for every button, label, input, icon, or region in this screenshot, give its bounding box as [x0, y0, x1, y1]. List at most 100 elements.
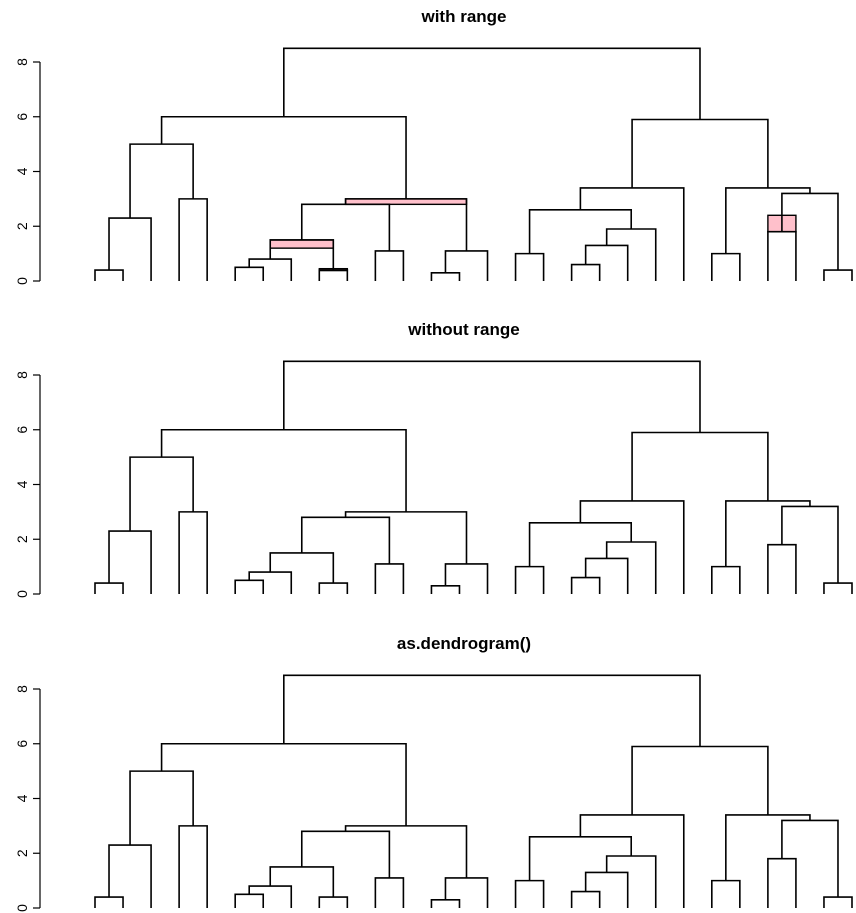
- dendrogram-branch: [725, 187, 811, 254]
- y-tick-label: 2: [14, 849, 30, 857]
- y-tick-label: 0: [14, 590, 30, 598]
- y-tick-label: 0: [14, 277, 30, 285]
- dendrogram-branch: [269, 239, 335, 271]
- dendrogram-branch: [584, 244, 629, 281]
- dendrogram-branch: [283, 674, 701, 747]
- dendrogram-branch: [444, 250, 489, 281]
- dendrogram-branch: [374, 563, 405, 594]
- dendrogram-branch: [514, 565, 545, 594]
- dendrogram-branch: [248, 258, 293, 281]
- dendrogram-panel-2: without range 0 2 4 6 8: [14, 320, 853, 598]
- dendrogram-branch: [94, 896, 124, 908]
- dendrogram-branch: [160, 428, 407, 512]
- dendrogram-branch: [605, 228, 657, 281]
- y-tick-label: 0: [14, 904, 30, 912]
- chart-title: with range: [420, 7, 506, 26]
- dendrogram-branch: [160, 115, 407, 199]
- dendrogram-branch: [129, 143, 194, 219]
- dendrogram-branch: [248, 885, 293, 908]
- dendrogram-branch: [444, 563, 489, 594]
- chart-title: as.dendrogram(): [397, 634, 531, 653]
- dendrogram-branch: [430, 898, 461, 908]
- dendrogram-branch: [767, 543, 797, 594]
- dendrogram-branch: [514, 252, 545, 281]
- y-tick-label: 8: [14, 58, 30, 66]
- dendrogram-branch: [570, 576, 601, 594]
- dendrogram-branch: [584, 557, 629, 594]
- dendrogram-branch: [234, 893, 265, 908]
- dendrogram-branch: [781, 192, 839, 271]
- dendrogram-branch: [129, 770, 194, 846]
- y-tick-label: 8: [14, 685, 30, 693]
- dendrogram-branch: [823, 896, 853, 908]
- dendrogram-branch: [178, 825, 208, 908]
- dendrogram-branch: [711, 252, 741, 281]
- dendrogram-branch: [269, 866, 335, 898]
- dendrogram-branch: [711, 879, 741, 908]
- dendrogram-branch: [94, 269, 124, 281]
- dendrogram-panel-3: as.dendrogram() 0 2 4 6 8: [14, 634, 853, 912]
- dendrogram-branch: [570, 263, 601, 281]
- dendrogram-branch: [129, 456, 194, 532]
- dendrogram-branch: [823, 269, 853, 281]
- dendrogram-branch: [344, 511, 468, 564]
- dendrogram-branch: [108, 530, 152, 594]
- y-tick-label: 4: [14, 480, 30, 488]
- dendrogram-branch: [108, 217, 152, 281]
- dendrogram-branch: [711, 565, 741, 594]
- chart-title: without range: [407, 320, 519, 339]
- dendrogram-branch: [300, 830, 391, 878]
- dendrogram-branch: [234, 266, 265, 281]
- dendrogram-branch: [318, 269, 349, 281]
- dendrogram-branch: [444, 877, 489, 908]
- y-tick-label: 2: [14, 222, 30, 230]
- dendrogram-branch: [318, 582, 349, 594]
- dendrogram-branch: [605, 541, 657, 594]
- dendrogram-branch: [579, 187, 685, 281]
- dendrogram-branch: [823, 582, 853, 594]
- y-tick-label: 2: [14, 535, 30, 543]
- dendrogram-branch: [108, 844, 152, 908]
- dendrogram-branch: [579, 500, 685, 594]
- dendrogram-branch: [300, 203, 391, 251]
- dendrogram-branch: [160, 742, 407, 826]
- dendrogram-branch: [579, 814, 685, 908]
- dendrogram-branch: [528, 522, 633, 567]
- dendrogram-branch: [430, 271, 461, 281]
- dendrogram-panel-1: with range 0 2 4 6 8: [14, 7, 853, 285]
- dendrogram-branch: [781, 819, 839, 898]
- dendrogram-branch: [430, 584, 461, 594]
- dendrogram-branch: [283, 47, 701, 120]
- dendrogram-branch: [767, 230, 797, 281]
- y-tick-label: 6: [14, 740, 30, 748]
- y-tick-label: 6: [14, 426, 30, 434]
- merge-range-band: [344, 198, 468, 206]
- dendrogram-branch: [344, 825, 468, 878]
- dendrogram-branch: [631, 745, 769, 815]
- dendrogram-branch: [94, 582, 124, 594]
- dendrogram-branch: [234, 579, 265, 594]
- dendrogram-branch: [584, 871, 629, 908]
- dendrogram-branch: [528, 209, 633, 254]
- dendrogram-branch: [725, 500, 811, 567]
- y-tick-label: 6: [14, 113, 30, 121]
- dendrogram-branch: [631, 118, 769, 188]
- dendrogram-branch: [725, 814, 811, 881]
- dendrogram-branch: [514, 879, 545, 908]
- dendrogram-branch: [605, 855, 657, 908]
- dendrogram-branch: [318, 896, 349, 908]
- y-tick-label: 4: [14, 794, 30, 802]
- dendrogram-branch: [528, 836, 633, 881]
- dendrogram-branch: [631, 431, 769, 501]
- dendrogram-branch: [374, 877, 405, 908]
- dendrogram-branch: [269, 552, 335, 584]
- dendrogram-branch: [570, 890, 601, 908]
- dendrogram-branch: [781, 505, 839, 584]
- dendrogram-branch: [300, 516, 391, 564]
- merge-range-band: [269, 239, 335, 249]
- dendrogram-branch: [178, 511, 208, 594]
- y-tick-label: 8: [14, 371, 30, 379]
- dendrogram-branch: [344, 198, 468, 251]
- dendrogram-branch: [178, 198, 208, 281]
